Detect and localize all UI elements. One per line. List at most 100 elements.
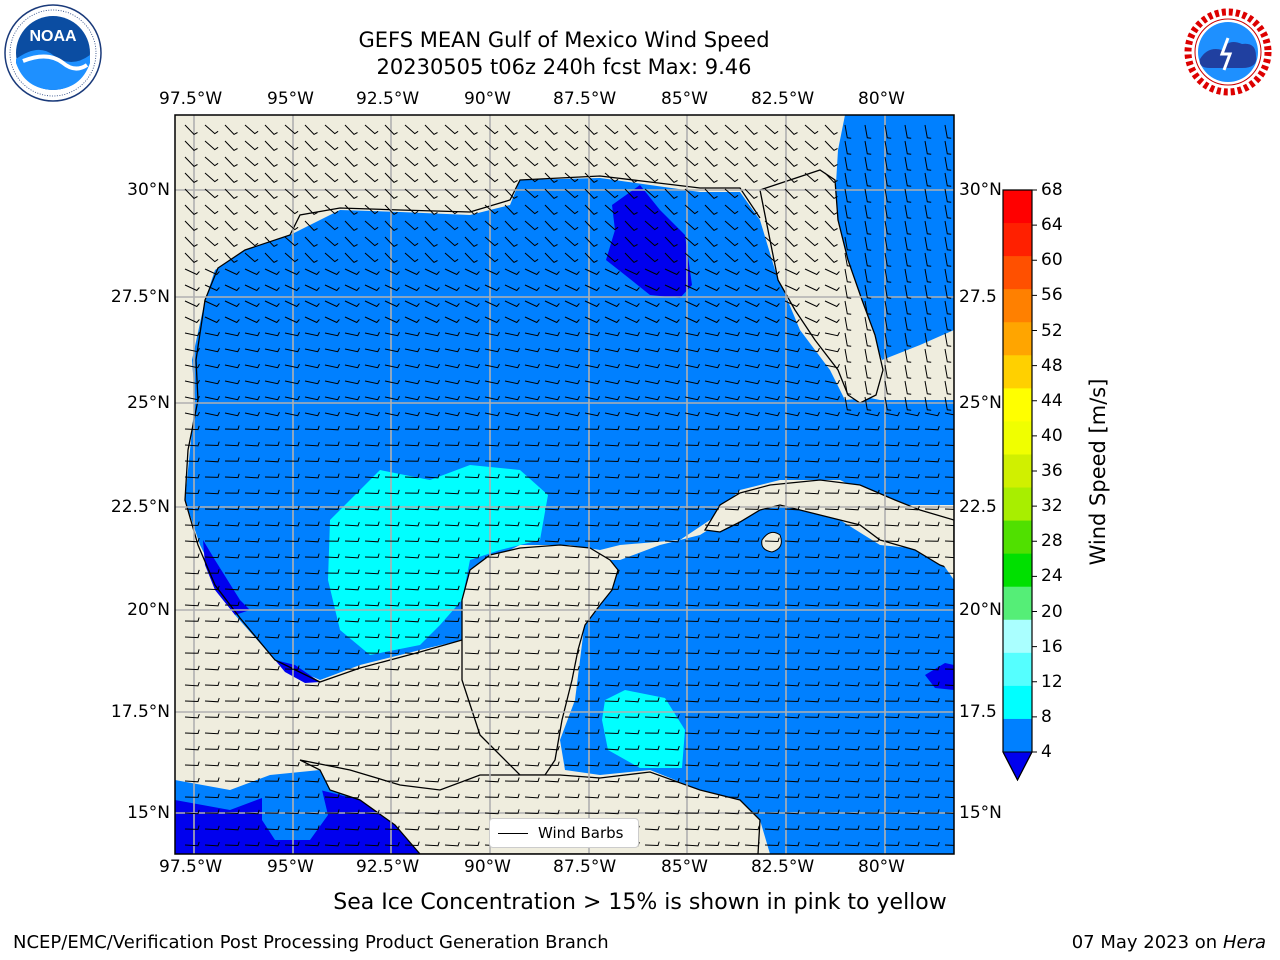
wind-barb [464, 841, 480, 847]
wind-barb [764, 681, 780, 687]
wind-barb [904, 473, 920, 479]
wind-barb [664, 585, 680, 590]
wind-barb [344, 124, 358, 136]
wind-barb [524, 441, 540, 447]
wind-barb [824, 379, 840, 385]
wind-barb [464, 331, 480, 337]
wind-barb [424, 633, 440, 639]
wind-barb [244, 681, 260, 687]
lat-label-right: 15°N [959, 803, 1002, 823]
wind-barb [564, 316, 580, 324]
wind-barb [804, 316, 820, 324]
colorbar-segment [1003, 355, 1032, 389]
lon-label-bottom: 85°W [661, 857, 708, 877]
wind-barb [584, 697, 600, 702]
wind-barb [464, 617, 480, 623]
wind-barb [864, 841, 880, 847]
wind-barb [224, 347, 240, 353]
wind-barb [284, 505, 300, 511]
wind-barb [564, 188, 579, 199]
wind-barb [744, 457, 760, 463]
wind-barb [284, 553, 300, 559]
wind-barb [564, 425, 580, 431]
wind-barb [824, 284, 840, 292]
wind-barb [824, 395, 840, 401]
wind-barb [924, 457, 940, 463]
wind-barb [864, 300, 872, 315]
wind-barb [944, 252, 952, 267]
wind-barb [724, 204, 739, 215]
wind-barb [484, 284, 500, 292]
wind-barb [424, 411, 440, 417]
wind-barb [724, 363, 740, 369]
wind-barb [324, 331, 340, 337]
wind-barb [544, 395, 560, 401]
wind-barb [304, 204, 318, 216]
wind-barb [524, 569, 540, 575]
wind-barb [264, 489, 280, 495]
wind-barb [444, 124, 459, 135]
wind-barb [824, 569, 840, 575]
wind-barb [884, 348, 892, 363]
wind-barb [564, 649, 580, 655]
wind-barb [924, 204, 932, 219]
wind-barb [484, 236, 499, 247]
wind-barb [604, 761, 620, 767]
wind-barb [644, 284, 660, 292]
wind-barb [864, 761, 880, 767]
wind-barb [804, 713, 820, 718]
wind-barb [664, 697, 680, 703]
wind-barb [364, 204, 379, 215]
wind-barb [864, 617, 880, 623]
wind-barb [944, 684, 954, 686]
wind-barb [824, 777, 840, 783]
wind-barb [444, 633, 460, 639]
wind-barb [364, 713, 380, 719]
wind-barb [424, 761, 440, 767]
wind-barb [724, 489, 740, 495]
wind-barb [364, 425, 380, 431]
wind-barb [504, 316, 520, 324]
wind-barb [544, 268, 560, 276]
footer-host: Hera [1222, 932, 1266, 953]
wind-barb [724, 441, 740, 447]
wind-barb [404, 649, 420, 655]
wind-barb [584, 713, 600, 719]
wind-barb [404, 140, 419, 151]
wind-barb [784, 411, 800, 417]
colorbar [1002, 189, 1037, 782]
wind-barb [464, 395, 480, 401]
wind-barb [464, 505, 480, 511]
wind-barb [704, 633, 720, 638]
wind-barb [444, 585, 460, 591]
wind-barb [924, 681, 940, 687]
wind-barb [704, 585, 720, 591]
wind-barb [404, 521, 420, 527]
wind-barb [524, 537, 540, 543]
wind-barb [444, 188, 459, 199]
wind-barb [884, 380, 892, 395]
wind-barb [404, 156, 419, 167]
wind-barb [264, 745, 280, 750]
wind-barb [944, 796, 954, 799]
wind-barb [464, 665, 480, 670]
wind-barb [544, 745, 560, 751]
wind-barb [244, 489, 260, 495]
wind-barb [304, 395, 320, 401]
wind-barb [904, 204, 912, 219]
wind-barb [364, 841, 380, 847]
wind-barb [344, 505, 360, 511]
wind-barb [444, 537, 460, 542]
wind-barb [544, 331, 560, 337]
wind-barb [584, 617, 600, 623]
wind-barb [444, 665, 460, 671]
wind-barb [644, 300, 660, 308]
wind-barb [324, 379, 340, 385]
wind-barb [364, 601, 380, 607]
wind-barb [324, 300, 340, 308]
wind-barb [444, 220, 459, 231]
wind-barb [664, 505, 680, 511]
wind-barb [664, 425, 680, 431]
wind-barb [864, 364, 872, 379]
wind-barb [904, 124, 912, 139]
